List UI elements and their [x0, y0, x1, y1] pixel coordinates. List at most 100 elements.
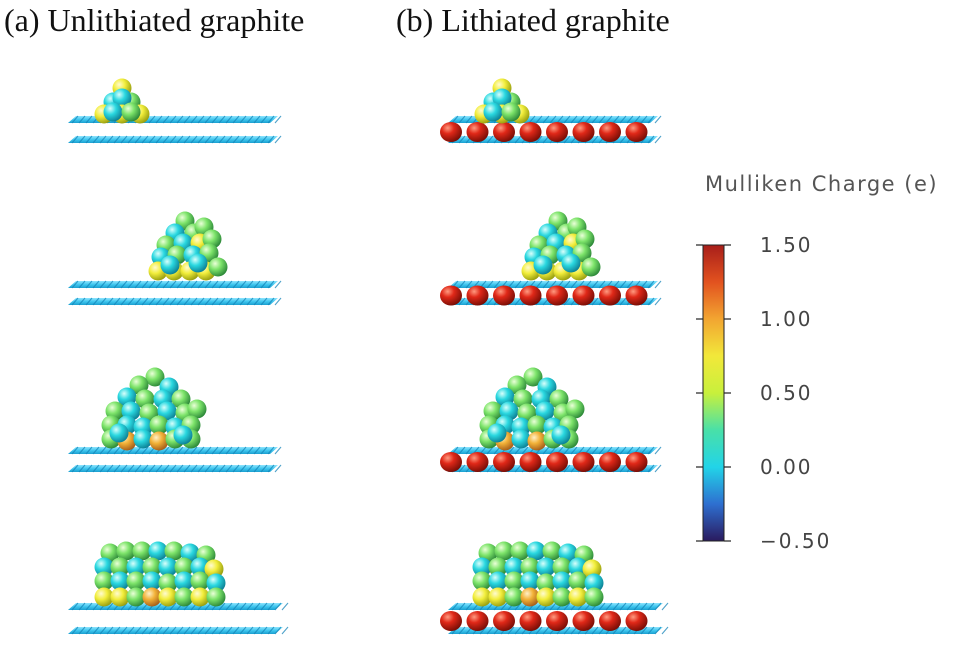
silicon-atom: [552, 587, 572, 607]
silicon-cluster-a-3: [101, 367, 207, 451]
silicon-atom: [568, 571, 588, 591]
lithium-row: [440, 122, 648, 142]
silicon-atom: [94, 571, 114, 591]
silicon-atom: [133, 429, 153, 449]
lithium-atom: [546, 611, 568, 631]
silicon-atom: [174, 571, 194, 591]
silicon-atom: [112, 88, 132, 108]
lithium-atom: [572, 285, 595, 306]
lithium-atom: [572, 611, 595, 631]
silicon-atom: [132, 541, 152, 561]
silicon-atom: [504, 587, 524, 607]
silicon-atom: [149, 431, 169, 451]
silicon-atom: [582, 559, 602, 579]
colorbar-tick-label: 1.50: [760, 233, 813, 257]
silicon-cluster-a-2: [148, 211, 228, 281]
silicon-atom: [535, 401, 555, 421]
silicon-atom: [501, 102, 521, 122]
silicon-atom: [190, 587, 210, 607]
lithium-atom: [466, 611, 489, 631]
silicon-atom: [487, 423, 507, 443]
lithium-atom: [440, 122, 462, 142]
silicon-atom: [542, 541, 562, 561]
silicon-atom: [126, 557, 146, 577]
silicon-atom: [157, 401, 177, 421]
silicon-atom: [488, 557, 508, 577]
silicon-atom: [160, 255, 180, 275]
lithium-atom: [599, 452, 621, 472]
colorbar-tick-label: 0.00: [760, 455, 813, 479]
silicon-atom: [536, 557, 556, 577]
silicon-atom: [492, 88, 512, 108]
silicon-atom: [488, 587, 508, 607]
lithium-row: [440, 452, 648, 472]
colorbar-gradient: [702, 244, 725, 542]
lithium-atom: [572, 452, 595, 472]
graphite-sheet: [68, 297, 282, 306]
silicon-atom: [581, 257, 601, 277]
lithium-atom: [466, 285, 489, 306]
silicon-cluster-b-2: [521, 211, 601, 281]
silicon-atom: [511, 429, 531, 449]
silicon-atom: [126, 587, 146, 607]
silicon-atom: [520, 587, 540, 607]
silicon-atom: [109, 423, 129, 443]
silicon-atom: [188, 253, 208, 273]
lithium-atom: [519, 122, 542, 142]
graphite-sheet: [68, 280, 282, 289]
silicon-cluster-b-3: [479, 367, 585, 451]
silicon-atom: [526, 541, 546, 561]
silicon-atom: [110, 557, 130, 577]
silicon-atom: [204, 559, 224, 579]
lithium-atom: [466, 452, 489, 472]
lithium-atom: [625, 122, 648, 142]
lithium-atom: [599, 611, 621, 631]
silicon-atom: [94, 557, 114, 577]
colorbar-tick-label: 1.00: [760, 307, 813, 331]
silicon-atom: [174, 587, 194, 607]
silicon-atom: [126, 571, 146, 591]
graphite-layers: [68, 115, 669, 635]
silicon-atom: [94, 587, 114, 607]
silicon-atom: [158, 573, 178, 593]
lithium-atom: [519, 452, 542, 472]
silicon-atom: [148, 541, 168, 561]
lithium-row: [440, 611, 648, 631]
silicon-atom: [103, 102, 123, 122]
graphite-sheet: [68, 464, 282, 473]
lithium-atom: [546, 285, 568, 306]
lithium-atom: [572, 122, 595, 142]
silicon-clusters: [94, 78, 604, 607]
silicon-atom: [110, 587, 130, 607]
silicon-atom: [190, 557, 210, 577]
silicon-atom: [206, 573, 226, 593]
silicon-atom: [536, 587, 556, 607]
silicon-atom: [584, 573, 604, 593]
panel-title-a: (a) Unlithiated graphite: [4, 2, 305, 38]
silicon-atom: [145, 367, 165, 387]
lithium-atom: [625, 611, 648, 631]
lithium-atom: [440, 452, 462, 472]
lithium-atom: [440, 285, 462, 306]
lithium-atom: [519, 285, 542, 306]
lithium-atom: [493, 452, 515, 472]
colorbar: [696, 244, 731, 542]
lithium-atom: [493, 122, 515, 142]
silicon-atom: [174, 557, 194, 577]
silicon-atom: [533, 255, 553, 275]
lithium-atom: [625, 285, 648, 306]
silicon-atom: [520, 557, 540, 577]
silicon-atom: [565, 399, 585, 419]
silicon-atom: [510, 541, 530, 561]
silicon-atom: [121, 102, 141, 122]
silicon-atom: [494, 541, 514, 561]
lithium-atom: [546, 122, 568, 142]
silicon-atom: [472, 557, 492, 577]
colorbar-title: Mulliken Charge (e): [705, 172, 939, 196]
silicon-atom: [110, 571, 130, 591]
lithium-atom: [546, 452, 568, 472]
silicon-atom: [142, 587, 162, 607]
silicon-atom: [552, 571, 572, 591]
